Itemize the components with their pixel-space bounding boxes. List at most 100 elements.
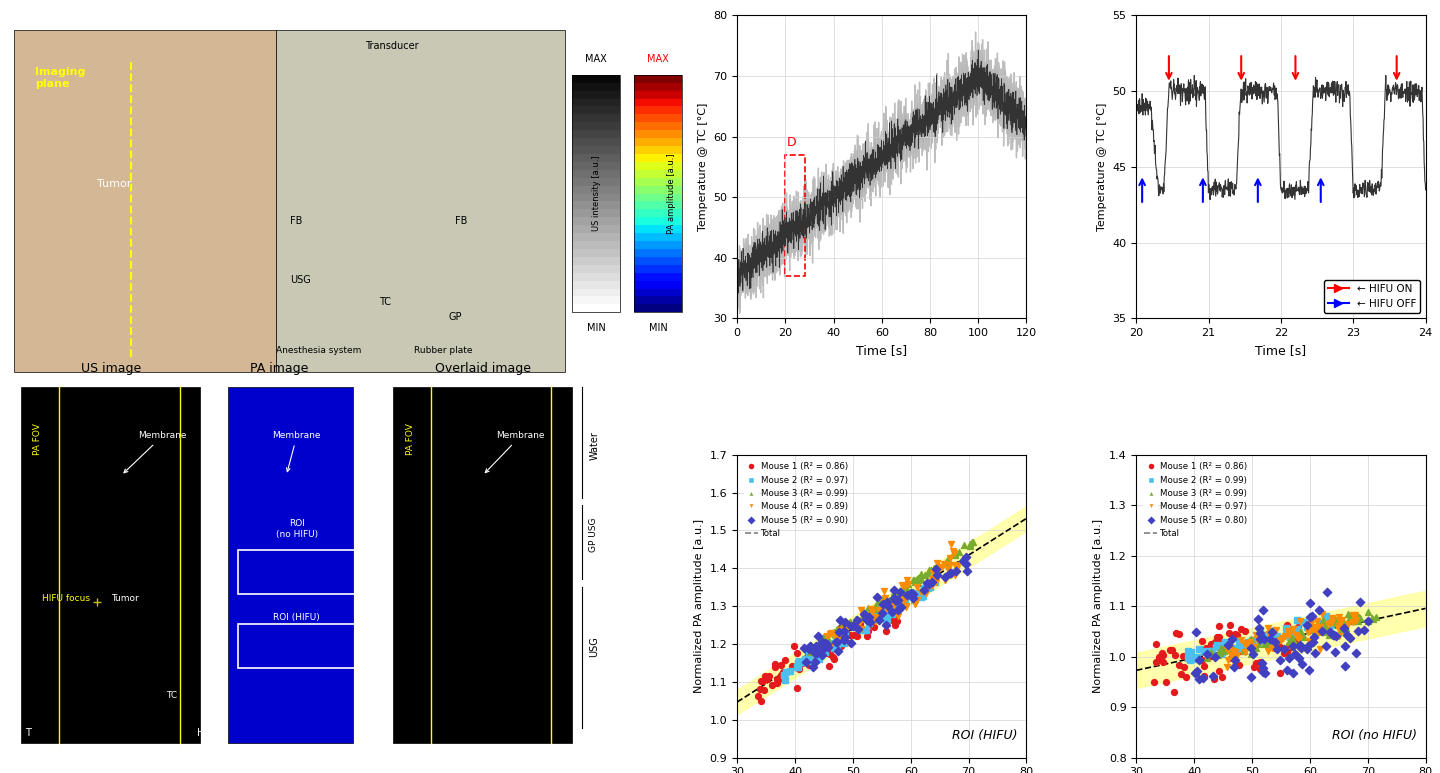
Point <box>871 604 894 616</box>
Point <box>1178 650 1201 662</box>
Point <box>1233 639 1256 652</box>
Point <box>1240 642 1263 654</box>
Point <box>855 608 878 620</box>
Bar <box>572 305 621 312</box>
Point <box>786 657 809 669</box>
Point <box>1238 638 1261 651</box>
Point <box>775 666 798 679</box>
Point <box>1297 625 1320 637</box>
Point <box>1215 643 1238 656</box>
Point <box>1256 629 1279 642</box>
Point <box>919 581 942 593</box>
Point <box>873 610 896 622</box>
Point <box>1339 632 1362 644</box>
Point <box>798 642 821 655</box>
Point <box>1302 625 1325 637</box>
Point <box>1309 643 1332 656</box>
Point <box>860 603 883 615</box>
Bar <box>634 249 683 257</box>
Point <box>829 623 852 635</box>
Point <box>1231 638 1254 650</box>
Point <box>883 586 906 598</box>
Point <box>1320 616 1344 628</box>
Point <box>786 656 809 669</box>
Point <box>831 635 854 648</box>
Point <box>818 640 841 652</box>
Point <box>806 644 829 656</box>
Point <box>1247 621 1270 634</box>
Bar <box>572 170 621 178</box>
Bar <box>572 138 621 146</box>
Point <box>1264 632 1287 644</box>
Legend: Mouse 1 (R² = 0.86), Mouse 2 (R² = 0.99), Mouse 3 (R² = 0.99), Mouse 4 (R² = 0.9: Mouse 1 (R² = 0.86), Mouse 2 (R² = 0.99)… <box>1140 459 1251 541</box>
Point <box>948 546 971 558</box>
Point <box>1305 625 1328 638</box>
Point <box>890 579 913 591</box>
Point <box>1210 642 1233 655</box>
Point <box>1220 649 1243 661</box>
Bar <box>572 107 621 114</box>
Point <box>1320 629 1344 642</box>
Point <box>958 538 981 550</box>
Bar <box>634 83 683 90</box>
Point <box>780 659 804 672</box>
Point <box>1195 652 1218 664</box>
Point <box>753 683 776 696</box>
Point <box>890 592 913 604</box>
Point <box>1325 615 1348 628</box>
Point <box>1192 659 1215 672</box>
Point <box>860 603 883 615</box>
Bar <box>228 386 353 743</box>
Bar <box>634 233 683 241</box>
Point <box>1241 634 1264 646</box>
Point <box>822 642 845 655</box>
Point <box>1279 628 1302 640</box>
Point <box>825 623 848 635</box>
Point <box>1191 654 1214 666</box>
Point <box>1210 648 1233 660</box>
Point <box>1276 664 1299 676</box>
Point <box>1205 638 1228 651</box>
Text: Water: Water <box>589 431 599 460</box>
Point <box>832 637 855 649</box>
Text: PA FOV: PA FOV <box>406 424 415 455</box>
Point <box>1259 629 1282 642</box>
Point <box>927 563 950 575</box>
Point <box>1215 642 1238 655</box>
Point <box>1320 611 1344 624</box>
Point <box>825 634 848 646</box>
Point <box>1270 634 1293 646</box>
Point <box>874 615 897 627</box>
Point <box>1283 648 1306 660</box>
Point <box>1312 615 1335 627</box>
Bar <box>634 257 683 265</box>
Point <box>1241 642 1264 655</box>
Point <box>871 598 894 610</box>
Point <box>1161 644 1184 656</box>
Point <box>1302 632 1325 644</box>
Text: MIN: MIN <box>648 323 667 333</box>
Text: USG: USG <box>589 636 599 656</box>
Point <box>1176 645 1200 657</box>
Text: Membrane: Membrane <box>272 431 321 472</box>
Bar <box>572 99 621 107</box>
Point <box>783 661 806 673</box>
Point <box>1234 625 1257 637</box>
Point <box>827 624 850 636</box>
Point <box>1338 612 1361 625</box>
Point <box>1241 646 1264 659</box>
Point <box>822 629 845 642</box>
Text: MAX: MAX <box>647 53 670 63</box>
Point <box>1296 618 1319 631</box>
Point <box>876 613 899 625</box>
Point <box>1332 616 1355 628</box>
Point <box>867 614 890 626</box>
Point <box>1273 629 1296 642</box>
Text: Transducer: Transducer <box>366 42 419 52</box>
Point <box>1230 634 1253 646</box>
Point <box>1309 621 1332 634</box>
Point <box>1248 624 1272 636</box>
Point <box>1339 615 1362 627</box>
X-axis label: Time [s]: Time [s] <box>1256 344 1306 356</box>
Y-axis label: Temperature @ TC [°C]: Temperature @ TC [°C] <box>1097 103 1107 231</box>
